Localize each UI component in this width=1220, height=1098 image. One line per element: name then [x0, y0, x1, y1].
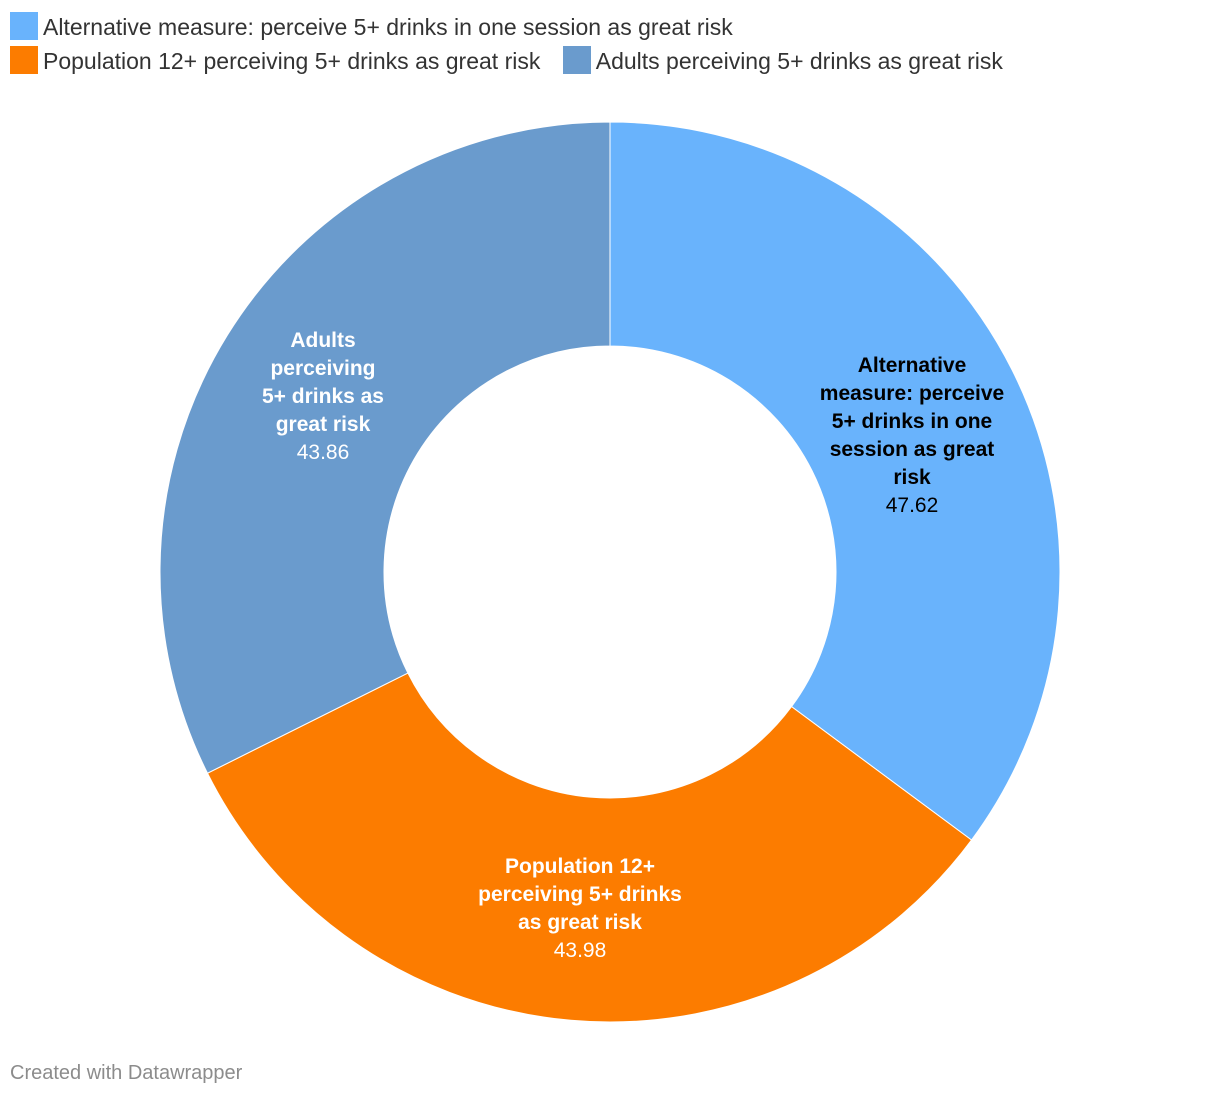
- slice-category-label: Population 12+: [505, 855, 655, 878]
- legend-label: Adults perceiving 5+ drinks as great ris…: [595, 48, 1003, 74]
- legend-label: Population 12+ perceiving 5+ drinks as g…: [43, 48, 541, 74]
- slice-category-label: session as great: [830, 438, 995, 461]
- slice-category-label: great risk: [276, 413, 371, 436]
- slice-category-label: as great risk: [518, 911, 642, 934]
- donut-slice: [609, 121, 1061, 841]
- slice-label: Alternative measure: perceive 5+ drinks in…: [820, 354, 1004, 517]
- slice-category-label: perceiving: [270, 357, 375, 380]
- slice-label: Population 12+ perceiving 5+ drinks as gre…: [478, 855, 682, 962]
- legend-label: Alternative measure: perceive 5+ drinks …: [43, 14, 733, 40]
- slice-label: Adults perceiving 5+ drinks as great risk 43…: [262, 329, 384, 464]
- slice-value-label: 47.62: [886, 494, 939, 517]
- slice-value-label: 43.86: [297, 441, 350, 464]
- chart-legend: Alternative measure: perceive 5+ drinks …: [10, 10, 1210, 78]
- slice-category-label: measure: perceive: [820, 382, 1004, 405]
- donut-slice: [159, 121, 611, 774]
- slice-category-label: 5+ drinks as: [262, 385, 384, 408]
- slice-value-label: 43.98: [554, 939, 607, 962]
- datawrapper-credit: Created with Datawrapper: [10, 1062, 243, 1084]
- legend-swatch: [562, 46, 591, 74]
- legend-item-adults: Adults perceiving 5+ drinks as great ris…: [562, 44, 1003, 78]
- slice-labels: Alternative measure: perceive 5+ drinks in…: [262, 329, 1004, 962]
- slice-category-label: perceiving 5+ drinks: [478, 883, 682, 906]
- legend-swatch: [10, 46, 38, 74]
- slice-category-label: 5+ drinks in one: [832, 410, 992, 433]
- legend-item-alternative-measure: Alternative measure: perceive 5+ drinks …: [10, 10, 733, 44]
- donut-slices: [159, 121, 1061, 1023]
- donut-slice: [206, 672, 973, 1023]
- legend-item-population-12-plus: Population 12+ perceiving 5+ drinks as g…: [10, 44, 540, 78]
- slice-category-label: Alternative: [858, 354, 967, 377]
- slice-category-label: Adults: [290, 329, 355, 352]
- slice-category-label: risk: [893, 466, 931, 489]
- legend-swatch: [10, 12, 38, 40]
